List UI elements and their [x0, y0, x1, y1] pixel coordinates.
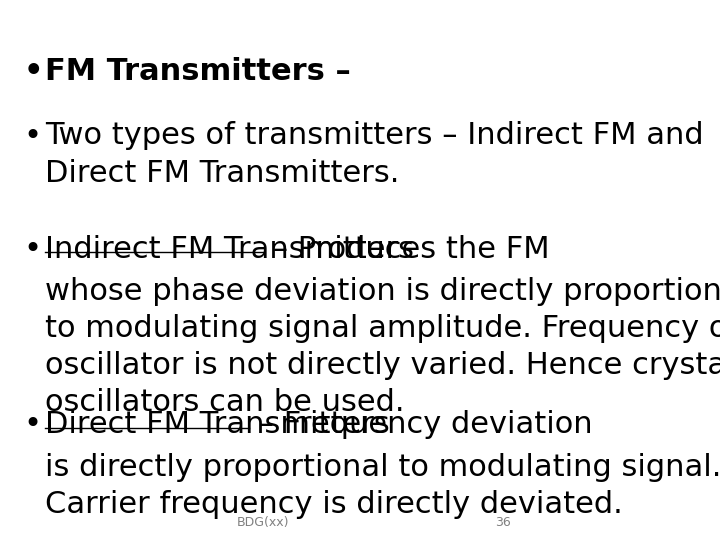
Text: Indirect FM Transmitters: Indirect FM Transmitters — [45, 235, 414, 264]
Text: – Frequency deviation: – Frequency deviation — [249, 410, 593, 440]
Text: •: • — [24, 57, 43, 86]
Text: – Produces the FM: – Produces the FM — [264, 235, 550, 264]
Text: BDG(xx): BDG(xx) — [237, 516, 289, 529]
Text: •: • — [24, 235, 42, 264]
Text: Direct FM Transmitters: Direct FM Transmitters — [45, 410, 390, 440]
Text: Two types of transmitters – Indirect FM and
Direct FM Transmitters.: Two types of transmitters – Indirect FM … — [45, 122, 703, 187]
Text: 36: 36 — [495, 516, 510, 529]
Text: •: • — [24, 122, 42, 151]
Text: whose phase deviation is directly proportional
to modulating signal amplitude. F: whose phase deviation is directly propor… — [45, 277, 720, 417]
Text: FM Transmitters –: FM Transmitters – — [45, 57, 351, 86]
Text: •: • — [24, 410, 42, 440]
Text: is directly proportional to modulating signal.
Carrier frequency is directly dev: is directly proportional to modulating s… — [45, 453, 720, 518]
